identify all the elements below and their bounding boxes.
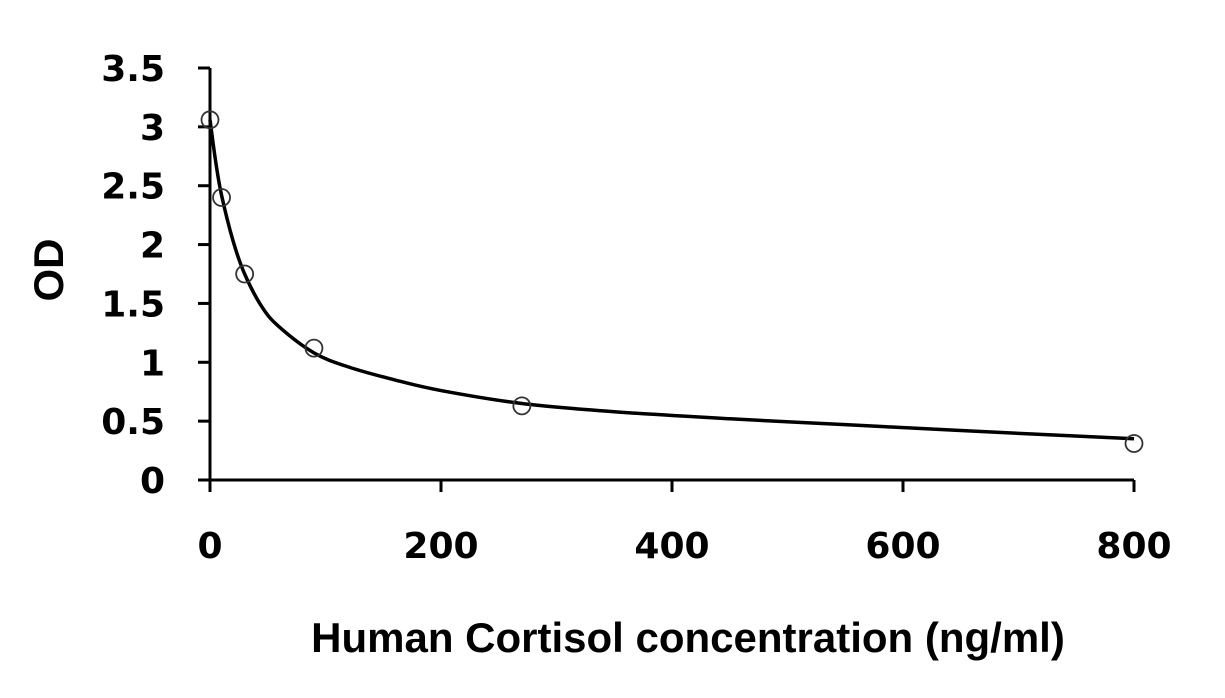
- x-ticks: 0 200 400 600 800: [197, 480, 1172, 567]
- x-tick-label: 800: [1096, 526, 1171, 567]
- y-ticks: 0 0.5 1 1.5 2 2.5 3 3.5: [101, 49, 210, 502]
- data-point: [235, 264, 255, 284]
- y-tick-label: 2: [140, 226, 165, 267]
- y-tick-label: 2.5: [101, 167, 165, 208]
- y-tick-label: 0: [140, 461, 165, 502]
- data-point: [1124, 434, 1144, 453]
- x-tick-label: 0: [197, 526, 222, 567]
- y-tick-label: 3.5: [101, 49, 165, 90]
- y-tick-label: 1: [140, 343, 165, 384]
- data-point: [212, 188, 231, 207]
- data-point: [304, 338, 324, 358]
- x-axis-title: Human Cortisol concentration (ng/ml): [311, 614, 1065, 661]
- y-tick-label: 3: [140, 108, 165, 149]
- y-tick-label: 1.5: [101, 284, 165, 325]
- axes: [208, 68, 1134, 482]
- y-axis-title: OD: [25, 239, 72, 302]
- data-point: [512, 396, 532, 416]
- x-tick-label: 200: [403, 526, 478, 567]
- data-points: [200, 110, 1144, 453]
- x-tick-label: 600: [865, 526, 940, 567]
- y-tick-label: 0.5: [101, 402, 165, 443]
- x-tick-label: 400: [634, 526, 709, 567]
- data-point: [200, 110, 220, 130]
- fit-curve: [208, 119, 1135, 441]
